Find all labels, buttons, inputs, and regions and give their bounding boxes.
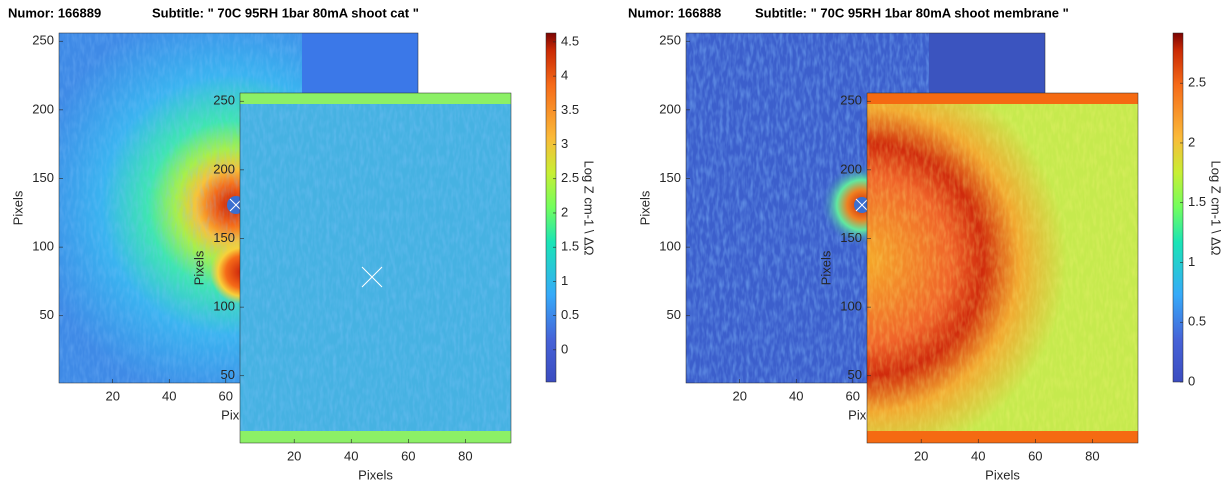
x-axis-label: Pixels [985, 467, 1020, 482]
y-tick-label: 100 [213, 299, 235, 314]
colorbar [545, 32, 557, 383]
colorbar-label: Log Z cm-1 \ ΔΩ [582, 161, 597, 256]
axes-box [866, 92, 1139, 444]
y-tick-label: 50 [848, 367, 862, 382]
colorbar-tick-label: 0 [1188, 373, 1195, 388]
colorbar-tick-label: 2.5 [1188, 75, 1206, 90]
y-tick-label: 50 [221, 367, 235, 382]
colorbar-tick-label: 1.5 [1188, 194, 1206, 209]
y-tick-label: 250 [840, 93, 862, 108]
y-tick-label: 150 [32, 170, 54, 185]
colorbar-tick-label: 1.5 [561, 239, 579, 254]
axes-box [239, 92, 512, 444]
y-tick-label: 150 [213, 230, 235, 245]
x-tick-label: 40 [789, 388, 803, 403]
colorbar-tick-label: 2.5 [561, 170, 579, 185]
colorbar-tick-label: 1 [1188, 254, 1195, 269]
x-tick-label: 20 [105, 388, 119, 403]
title: Numor: 166889 [8, 5, 101, 20]
x-tick-label: 60 [1028, 448, 1042, 463]
x-tick-label: 20 [287, 448, 301, 463]
x-tick-label: 60 [401, 448, 415, 463]
y-tick-label: 50 [667, 307, 681, 322]
subtitle: Subtitle: " 70C 95RH 1bar 80mA shoot mem… [755, 5, 1069, 20]
x-tick-label: 20 [732, 388, 746, 403]
y-tick-label: 250 [213, 93, 235, 108]
front-image [867, 93, 1138, 443]
colorbar-tick-label: 4 [561, 68, 568, 83]
x-tick-label: 60 [219, 388, 233, 403]
y-tick-label: 150 [659, 170, 681, 185]
y-tick-label: 200 [840, 161, 862, 176]
x-tick-label: 40 [344, 448, 358, 463]
y-tick-label: 200 [213, 161, 235, 176]
colorbar-tick-label: 3 [561, 136, 568, 151]
colorbar-tick-label: 0 [561, 341, 568, 356]
x-tick-label: 60 [846, 388, 860, 403]
y-tick-label: 200 [32, 101, 54, 116]
subtitle: Subtitle: " 70C 95RH 1bar 80mA shoot cat… [152, 5, 419, 20]
y-tick-label: 150 [840, 230, 862, 245]
x-tick-label: 80 [458, 448, 472, 463]
x-tick-label: 20 [914, 448, 928, 463]
colorbar [1172, 32, 1184, 383]
y-axis-label: Pixels [637, 190, 652, 225]
y-axis-label: Pixels [10, 190, 25, 225]
colorbar-tick-label: 1 [561, 273, 568, 288]
colorbar-tick-label: 3.5 [561, 102, 579, 117]
y-tick-label: 200 [659, 101, 681, 116]
y-tick-label: 100 [840, 299, 862, 314]
y-tick-label: 100 [32, 239, 54, 254]
x-tick-label: 80 [1085, 448, 1099, 463]
title: Numor: 166888 [628, 5, 721, 20]
colorbar-tick-label: 2 [1188, 134, 1195, 149]
colorbar-tick-label: 0.5 [1188, 314, 1206, 329]
front-image [240, 93, 511, 443]
y-tick-label: 50 [40, 307, 54, 322]
colorbar-label: Log Z cm-1 \ ΔΩ [1209, 161, 1224, 256]
y-tick-label: 100 [659, 239, 681, 254]
x-axis-label: Pixels [358, 467, 393, 482]
x-tick-label: 40 [162, 388, 176, 403]
x-tick-label: 40 [971, 448, 985, 463]
colorbar-tick-label: 0.5 [561, 307, 579, 322]
colorbar-tick-label: 2 [561, 204, 568, 219]
colorbar-tick-label: 4.5 [561, 33, 579, 48]
y-tick-label: 250 [659, 33, 681, 48]
y-axis-label: Pixels [818, 250, 833, 285]
y-axis-label: Pixels [191, 250, 206, 285]
y-tick-label: 250 [32, 33, 54, 48]
